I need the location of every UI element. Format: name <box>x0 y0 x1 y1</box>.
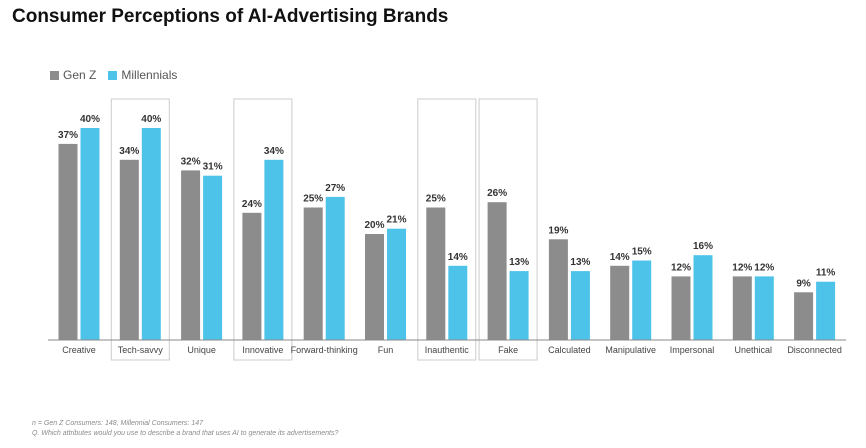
value-label-millennials-unique: 31% <box>203 162 223 173</box>
value-label-gen-z-creative: 37% <box>58 130 78 141</box>
value-label-gen-z-forward-thinking: 25% <box>303 194 323 205</box>
legend-item-millennials: Millennials <box>108 68 177 82</box>
value-label-gen-z-innovative: 24% <box>242 199 262 210</box>
legend-swatch-gen-z <box>50 70 59 80</box>
bar-millennials-fake <box>509 271 529 340</box>
bar-millennials-forward-thinking <box>325 196 345 340</box>
value-label-gen-z-disconnected: 9% <box>796 278 811 289</box>
legend-label-gen-z: Gen Z <box>63 68 97 82</box>
highlight-box-tech-savvy <box>110 98 170 361</box>
value-label-millennials-tech-savvy: 40% <box>141 114 161 125</box>
category-label-inauthentic: Inauthentic <box>425 345 470 355</box>
value-label-millennials-manipulative: 15% <box>632 247 652 258</box>
category-label-unethical: Unethical <box>735 345 773 355</box>
legend: Gen Z Millennials <box>50 68 189 82</box>
bar-millennials-unique <box>203 175 223 340</box>
value-label-millennials-impersonal: 16% <box>693 241 713 252</box>
footnote-sample: n = Gen Z Consumers: 148, Millennial Con… <box>32 420 203 427</box>
bar-millennials-manipulative <box>632 260 652 340</box>
bar-gen-z-unethical <box>732 276 752 340</box>
value-label-gen-z-fake: 26% <box>487 188 507 199</box>
value-label-gen-z-impersonal: 12% <box>671 262 691 273</box>
category-label-manipulative: Manipulative <box>605 345 656 355</box>
value-label-millennials-inauthentic: 14% <box>448 252 468 263</box>
value-label-millennials-disconnected: 11% <box>816 268 836 279</box>
bar-millennials-tech-savvy <box>141 128 161 340</box>
legend-swatch-millennials <box>108 70 118 80</box>
category-label-calculated: Calculated <box>548 345 591 355</box>
category-label-tech-savvy: Tech-savvy <box>118 345 164 355</box>
bar-gen-z-forward-thinking <box>303 207 323 340</box>
legend-label-millennials: Millennials <box>121 68 178 82</box>
value-label-millennials-forward-thinking: 27% <box>325 183 345 194</box>
value-label-millennials-unethical: 12% <box>754 262 774 273</box>
category-label-impersonal: Impersonal <box>670 345 715 355</box>
bar-gen-z-fun <box>365 234 384 340</box>
value-label-gen-z-manipulative: 14% <box>610 252 630 263</box>
bar-gen-z-disconnected <box>794 292 814 340</box>
highlight-box-inauthentic <box>417 98 477 361</box>
bar-gen-z-inauthentic <box>426 207 446 340</box>
category-labels: Creative Tech-savvy Unique Innovative Forwar… <box>62 345 842 355</box>
bar-gen-z-fake <box>487 202 507 340</box>
bar-gen-z-creative <box>58 143 78 340</box>
bars <box>58 128 836 340</box>
footnote-question: Q. Which attributes would you use to des… <box>32 430 339 437</box>
chart-title: Consumer Perceptions of AI-Advertising B… <box>12 6 449 27</box>
value-label-millennials-innovative: 34% <box>264 146 284 157</box>
category-label-innovative: Innovative <box>242 345 283 355</box>
value-label-gen-z-calculated: 19% <box>548 225 568 236</box>
value-label-gen-z-unique: 32% <box>181 156 201 167</box>
highlight-box-innovative <box>233 98 293 361</box>
bar-millennials-inauthentic <box>448 265 468 340</box>
legend-item-gen-z: Gen Z <box>50 68 96 82</box>
highlight-boxes <box>110 98 538 361</box>
bar-gen-z-innovative <box>242 212 262 340</box>
value-label-gen-z-tech-savvy: 34% <box>119 146 139 157</box>
category-label-creative: Creative <box>62 345 96 355</box>
bar-gen-z-tech-savvy <box>119 159 139 340</box>
value-label-millennials-fun: 21% <box>386 215 406 226</box>
value-label-gen-z-unethical: 12% <box>732 262 752 273</box>
bar-gen-z-calculated <box>548 239 568 340</box>
value-label-millennials-calculated: 13% <box>570 257 590 268</box>
bar-millennials-creative <box>80 128 100 340</box>
bar-millennials-impersonal <box>693 255 713 340</box>
bar-millennials-disconnected <box>816 281 836 340</box>
category-label-disconnected: Disconnected <box>787 345 842 355</box>
bar-millennials-fun <box>387 228 406 340</box>
bar-gen-z-manipulative <box>610 265 630 340</box>
value-label-gen-z-inauthentic: 25% <box>426 194 446 205</box>
category-label-unique: Unique <box>187 345 216 355</box>
bar-millennials-unethical <box>754 276 774 340</box>
bar-gen-z-unique <box>181 170 201 340</box>
bar-millennials-innovative <box>264 159 284 340</box>
value-label-millennials-creative: 40% <box>80 114 100 125</box>
highlight-box-fake <box>478 98 538 361</box>
value-labels: 37%40%34%40%32% 31%24%34%25%27%20% 21%25%1… <box>58 114 835 289</box>
category-label-fun: Fun <box>378 345 394 355</box>
value-label-millennials-fake: 13% <box>509 257 529 268</box>
bar-gen-z-impersonal <box>671 276 691 340</box>
value-label-gen-z-fun: 20% <box>364 220 384 231</box>
category-label-fake: Fake <box>498 345 518 355</box>
bar-millennials-calculated <box>570 271 590 340</box>
category-label-forward-thinking: Forward-thinking <box>291 345 358 355</box>
